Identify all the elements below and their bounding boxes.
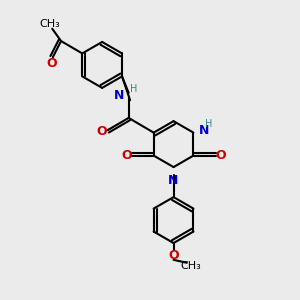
Text: O: O xyxy=(121,149,132,162)
Text: O: O xyxy=(46,57,57,70)
Text: CH₃: CH₃ xyxy=(39,19,60,29)
Text: O: O xyxy=(168,249,179,262)
Text: N: N xyxy=(199,124,209,137)
Text: CH₃: CH₃ xyxy=(181,261,202,271)
Text: O: O xyxy=(215,149,226,162)
Text: O: O xyxy=(97,125,107,138)
Text: N: N xyxy=(168,174,179,187)
Text: N: N xyxy=(114,89,124,102)
Text: H: H xyxy=(205,119,212,129)
Text: H: H xyxy=(130,84,138,94)
